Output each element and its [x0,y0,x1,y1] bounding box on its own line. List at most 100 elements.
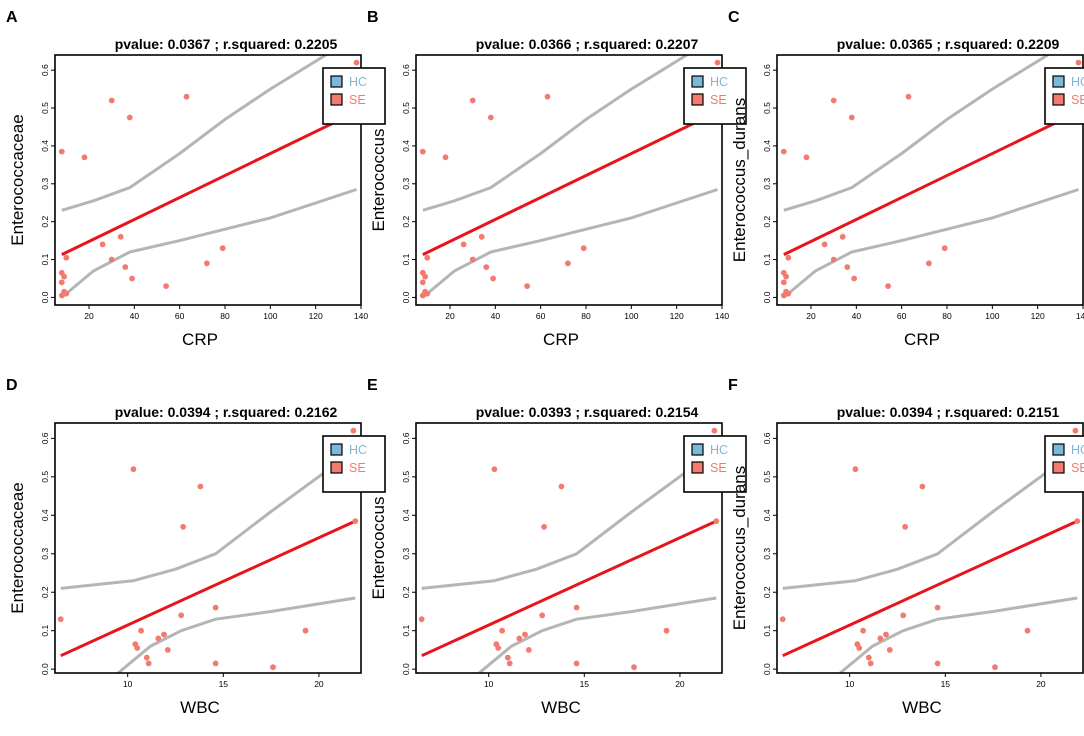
x-tick-label: 120 [1031,311,1045,321]
data-point [780,279,787,286]
plot-frame [54,54,362,306]
x-tick-label: 140 [354,311,368,321]
data-point [460,241,467,248]
data-point [860,627,866,634]
data-point [422,273,428,280]
y-tick-label: 0.4 [40,509,50,521]
confidence-band [60,448,357,673]
data-point [934,660,941,667]
data-point [302,627,309,634]
data-point [418,616,425,623]
x-tick-label: 10 [484,679,494,689]
y-tick-label: 0.0 [40,291,50,303]
legend-label-se: SE [710,93,727,107]
data-point [779,616,786,623]
x-tick-label: 10 [845,679,855,689]
y-tick-label: 0.6 [762,64,772,76]
x-tick-label: 120 [309,311,323,321]
data-point [544,93,551,100]
y-tick-label: 0.4 [762,140,772,152]
data-point [631,664,637,671]
legend-swatch-se [330,461,343,474]
data-point [941,245,948,252]
legend-label-hc: HC [1071,443,1084,457]
data-point [856,645,863,651]
legend-label-se: SE [710,461,727,475]
data-point [1024,627,1031,634]
confidence-band [421,55,718,299]
data-point [803,154,810,161]
x-tick-label: 20 [84,311,94,321]
data-point [138,627,145,634]
y-tick-label: 0.3 [40,548,50,560]
data-point [424,290,431,297]
x-tick-label: 15 [580,679,590,689]
data-point [442,154,449,161]
data-point [204,260,210,267]
x-tick-label: 80 [581,311,591,321]
data-point [992,664,998,671]
y-axis-label: Enterococcaceae [8,114,27,245]
data-point [483,264,490,270]
data-point [522,631,528,638]
data-point [851,275,857,282]
regression-line [61,110,358,256]
y-tick-label: 0.2 [762,215,772,227]
data-point [419,292,426,299]
confidence-lower-line [421,188,718,299]
data-point [848,114,855,121]
data-point [163,283,170,289]
chart-title: pvalue: 0.0366 ; r.squared: 0.2207 [476,36,699,52]
x-tick-label: 40 [852,311,862,321]
chart-title: pvalue: 0.0393 ; r.squared: 0.2154 [476,404,699,420]
y-axis-label: Enterococcus_durans [730,466,749,630]
data-point [270,664,276,671]
data-point [504,654,511,661]
x-tick-label: 140 [715,311,729,321]
data-point [830,97,837,104]
panel-letter: E [367,377,378,394]
data-point [212,604,219,611]
y-tick-label: 0.5 [762,471,772,483]
legend-swatch-hc [691,443,704,456]
x-tick-label: 100 [985,311,999,321]
data-point [58,148,65,155]
data-point [469,256,476,263]
confidence-upper-line [60,448,357,590]
legend-swatch-se [1052,461,1065,474]
data-point [780,292,787,299]
y-tick-label: 0.0 [401,291,411,303]
data-point [713,518,720,524]
data-point [558,483,565,490]
data-point [780,148,787,155]
data-point [161,631,167,638]
confidence-band [60,55,357,299]
data-point [155,635,162,642]
data-point [900,612,907,619]
data-point [506,660,513,667]
data-point [129,275,136,282]
data-point [902,523,908,530]
x-axis-label: CRP [904,330,940,349]
x-tick-label: 20 [806,311,816,321]
data-point [143,654,150,661]
data-point [499,627,505,634]
data-point [58,292,65,299]
data-point [926,260,932,267]
y-tick-label: 0.1 [401,253,411,265]
data-points [58,59,360,299]
legend-label-hc: HC [1071,75,1084,89]
confidence-upper-line [61,55,329,212]
data-point [783,273,789,280]
data-point [57,616,64,623]
data-point [108,97,115,104]
legend-swatch-se [1052,93,1065,106]
chart-title: pvalue: 0.0365 ; r.squared: 0.2209 [837,36,1060,52]
data-point [580,245,587,252]
plot-frame [415,54,723,306]
y-tick-label: 0.6 [401,432,411,444]
